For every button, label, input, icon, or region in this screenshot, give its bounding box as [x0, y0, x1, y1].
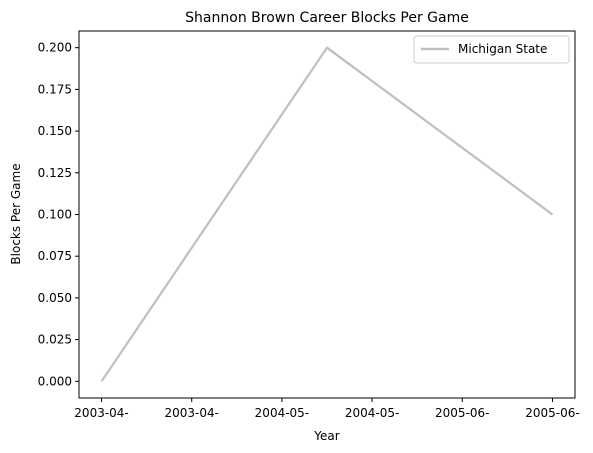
y-tick-label: 0.075: [38, 249, 72, 263]
x-tick-label: 2005-06-: [525, 406, 579, 420]
series-layer: [100, 46, 554, 382]
y-tick-label: 0.100: [38, 208, 72, 222]
y-tick-label: 0.050: [38, 291, 72, 305]
y-tick-label: 0.150: [38, 124, 72, 138]
series-line-michigan-state: [100, 46, 554, 382]
y-axis-label: Blocks Per Game: [9, 163, 23, 264]
legend-box: [413, 35, 570, 64]
plot-area: 0.000 0.025 0.050 0.075 0.100 0.125 0.150 0.175…: [38, 30, 580, 420]
y-tick-label: 0.000: [38, 374, 72, 388]
y-tick-label: 0.175: [38, 82, 72, 96]
y-axis: 0.000 0.025 0.050 0.075 0.100 0.125 0.150 0.175…: [38, 41, 79, 388]
x-axis: 2003-04- 2003-04- 2004-05- 2004-05- 2005-06-…: [74, 398, 580, 420]
legend: Michigan State: [413, 35, 570, 64]
x-tick-label: 2003-04-: [164, 406, 218, 420]
y-tick-label: 0.200: [38, 41, 72, 55]
y-tick-label: 0.025: [38, 333, 72, 347]
plot-frame: [78, 30, 576, 399]
legend-label: Michigan State: [458, 42, 547, 56]
y-tick-label: 0.125: [38, 166, 72, 180]
x-tick-label: 2005-06-: [435, 406, 489, 420]
x-tick-label: 2004-05-: [255, 406, 309, 420]
x-tick-label: 2004-05-: [345, 406, 399, 420]
x-axis-label: Year: [313, 429, 339, 443]
x-tick-label: 2003-04-: [74, 406, 128, 420]
chart-title: Shannon Brown Career Blocks Per Game: [185, 10, 469, 26]
